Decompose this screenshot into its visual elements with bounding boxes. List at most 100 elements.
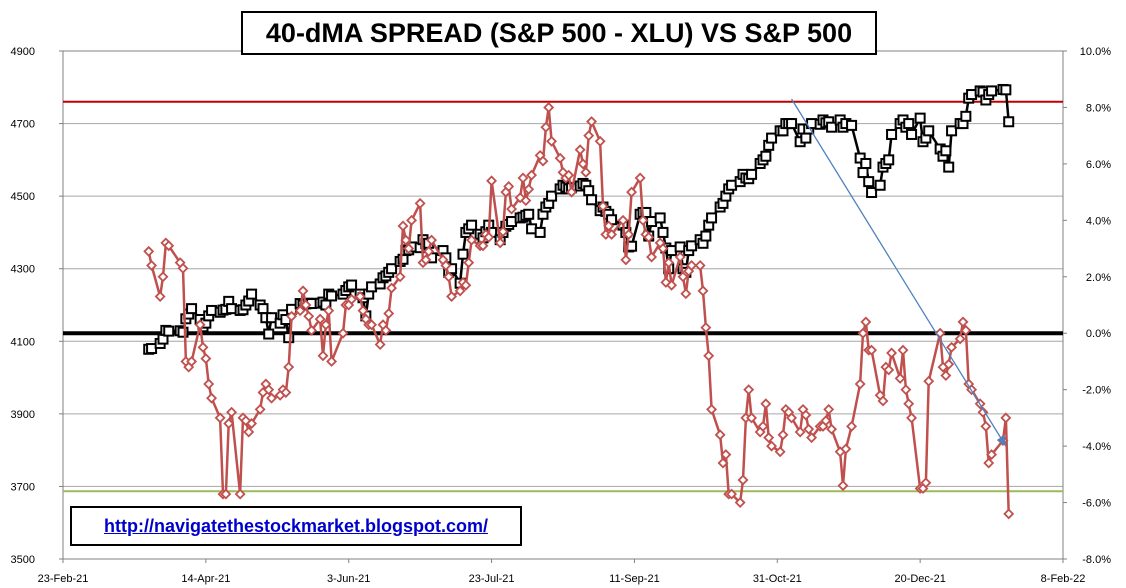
right-axis-tick-label: 0.0%: [1086, 328, 1111, 340]
spx-point: [246, 288, 258, 300]
spread-point: [877, 395, 889, 407]
blog-url-link[interactable]: http://navigatethestockmarket.blogspot.c…: [103, 515, 489, 536]
spx-point: [874, 179, 886, 191]
spread-point: [254, 403, 266, 415]
spread-point: [540, 121, 552, 133]
spread-point: [297, 285, 309, 297]
spx-point: [346, 279, 358, 291]
spread-point: [266, 392, 278, 404]
spx-point: [883, 154, 895, 166]
spread-point: [354, 291, 366, 303]
spread-point: [394, 271, 406, 283]
spread-point: [957, 316, 969, 328]
spread-point: [220, 488, 232, 500]
spread-point: [294, 305, 306, 317]
spx-point: [163, 325, 175, 337]
spread-point: [566, 186, 578, 198]
x-axis-tick-label: 14-Apr-21: [181, 573, 230, 585]
spread-point: [200, 353, 212, 365]
right-axis-tick-label: -4.0%: [1082, 441, 1111, 453]
spread-point: [454, 285, 466, 297]
spread-point: [143, 245, 155, 257]
spread-point: [894, 372, 906, 384]
right-axis-tick-label: -6.0%: [1082, 498, 1111, 510]
spread-point: [154, 291, 166, 303]
left-axis-tick-label: 4500: [11, 191, 35, 203]
spread-point: [697, 285, 709, 297]
spread-point: [763, 432, 775, 444]
spread-point: [317, 350, 329, 362]
spx-point: [846, 119, 858, 131]
spread-point: [677, 271, 689, 283]
spread-point: [854, 378, 866, 390]
spread-point: [314, 313, 326, 325]
spread-point: [623, 228, 635, 240]
spread-point: [357, 305, 369, 317]
left-axis-tick-label: 4900: [11, 46, 35, 58]
spread-point: [563, 169, 575, 181]
series-layer: [143, 83, 1015, 520]
spx-point: [946, 125, 958, 137]
x-axis-tick-label: 11-Sep-21: [609, 573, 660, 585]
spread-point: [526, 169, 538, 181]
spread-point: [766, 440, 778, 452]
spread-point: [554, 152, 566, 164]
spread-point: [546, 135, 558, 147]
spread-point: [214, 412, 226, 424]
left-axis-tick-label: 4700: [11, 119, 35, 131]
spread-point: [954, 333, 966, 345]
x-axis-tick-label: 3-Jun-21: [327, 573, 370, 585]
spx-point: [466, 219, 478, 231]
spread-point: [466, 234, 478, 246]
spread-point: [840, 443, 852, 455]
spread-point: [886, 347, 898, 359]
spread-point: [386, 282, 398, 294]
left-axis-tick-label: 3900: [11, 409, 35, 421]
spread-point: [760, 398, 772, 410]
spread-point: [720, 449, 732, 461]
chart-title: 40-dMA SPREAD (S&P 500 - XLU) VS S&P 500: [265, 17, 853, 48]
spx-point: [186, 303, 198, 315]
spread-point: [903, 398, 915, 410]
spread-point: [157, 271, 169, 283]
spread-point: [626, 186, 638, 198]
spread-point: [774, 446, 786, 458]
right-axis-tick-label: 6.0%: [1086, 159, 1111, 171]
spread-point: [920, 477, 932, 489]
spread-point: [286, 310, 298, 322]
trend-arrow-line: [791, 98, 1007, 447]
spread-point: [383, 307, 395, 319]
spx-point: [534, 226, 546, 238]
spread-point: [660, 276, 672, 288]
spread-point: [146, 260, 158, 271]
spread-point: [206, 392, 218, 404]
left-axis-tick-label: 4300: [11, 264, 35, 276]
spread-point: [326, 355, 338, 367]
spread-point: [163, 240, 175, 252]
spread-point: [960, 324, 972, 336]
spread-point: [826, 423, 838, 435]
spx-point: [940, 145, 952, 157]
spread-point: [800, 409, 812, 421]
spread-point: [423, 245, 435, 257]
spread-point: [866, 344, 878, 356]
spread-point: [820, 415, 832, 427]
spread-point: [634, 172, 646, 184]
spread-point: [586, 116, 598, 128]
spread-point: [646, 251, 658, 263]
spx-point: [906, 128, 918, 140]
spx-point: [866, 187, 878, 199]
spread-point: [860, 316, 872, 328]
spread-point: [666, 279, 678, 291]
spread-point: [606, 228, 618, 240]
spx-point: [746, 168, 758, 180]
spread-point: [346, 293, 358, 305]
spread-point: [734, 497, 746, 509]
spread-point: [726, 488, 738, 500]
spread-point: [460, 279, 472, 291]
spread-point: [280, 387, 292, 398]
spread-point: [223, 418, 235, 430]
spread-point: [400, 234, 412, 246]
spread-point: [643, 231, 655, 243]
spread-point: [977, 406, 989, 418]
